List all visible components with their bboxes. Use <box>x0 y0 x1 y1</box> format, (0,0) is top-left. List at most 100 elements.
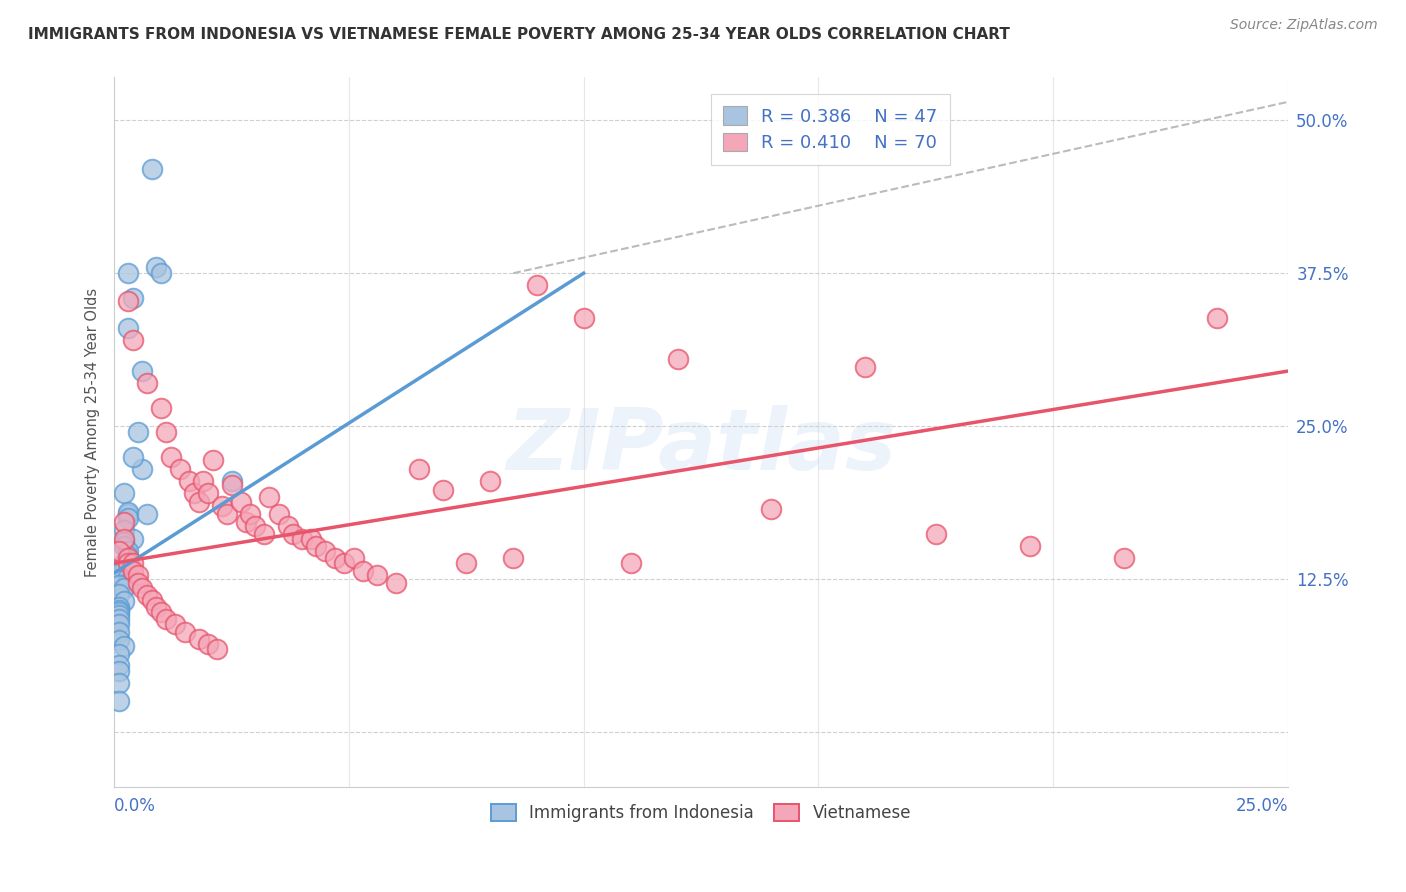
Point <box>108 624 131 639</box>
Point <box>456 556 478 570</box>
Point <box>117 554 139 568</box>
Point <box>169 462 191 476</box>
Point <box>305 539 328 553</box>
Point <box>314 544 336 558</box>
Point <box>108 587 131 601</box>
Point <box>1206 311 1229 326</box>
Point <box>127 568 149 582</box>
Point <box>853 360 876 375</box>
Point <box>333 556 356 570</box>
Point <box>112 559 135 574</box>
Point <box>253 526 276 541</box>
Point <box>215 508 238 522</box>
Point <box>141 593 163 607</box>
Point <box>117 511 139 525</box>
Point <box>122 556 145 570</box>
Point <box>229 495 252 509</box>
Point <box>666 351 689 366</box>
Point <box>127 575 149 590</box>
Point <box>145 600 167 615</box>
Point <box>112 515 135 529</box>
Text: IMMIGRANTS FROM INDONESIA VS VIETNAMESE FEMALE POVERTY AMONG 25-34 YEAR OLDS COR: IMMIGRANTS FROM INDONESIA VS VIETNAMESE … <box>28 27 1010 42</box>
Point <box>173 624 195 639</box>
Point <box>299 532 322 546</box>
Point <box>117 556 139 570</box>
Point <box>112 535 135 549</box>
Point <box>127 425 149 440</box>
Point <box>478 474 501 488</box>
Text: 25.0%: 25.0% <box>1236 797 1288 815</box>
Point <box>145 260 167 274</box>
Point <box>257 490 280 504</box>
Point <box>108 600 131 615</box>
Point <box>122 564 145 578</box>
Point <box>572 311 595 326</box>
Point <box>117 569 139 583</box>
Point <box>502 551 524 566</box>
Point <box>925 526 948 541</box>
Point <box>108 664 131 678</box>
Point <box>131 581 153 595</box>
Point <box>108 612 131 626</box>
Point <box>117 549 139 563</box>
Point <box>239 508 262 522</box>
Point <box>211 499 233 513</box>
Point <box>117 575 139 590</box>
Point <box>108 605 131 619</box>
Y-axis label: Female Poverty Among 25-34 Year Olds: Female Poverty Among 25-34 Year Olds <box>86 288 100 577</box>
Point <box>1112 551 1135 566</box>
Point <box>193 474 215 488</box>
Point <box>150 401 173 415</box>
Point <box>235 515 257 529</box>
Point <box>277 519 299 533</box>
Point <box>136 588 159 602</box>
Point <box>221 478 243 492</box>
Point <box>183 486 205 500</box>
Point <box>117 551 139 566</box>
Point <box>117 508 139 522</box>
Point <box>187 495 209 509</box>
Point <box>291 532 314 546</box>
Point <box>761 502 783 516</box>
Point <box>352 564 374 578</box>
Point <box>131 462 153 476</box>
Point <box>343 551 366 566</box>
Point <box>281 526 304 541</box>
Point <box>112 523 135 537</box>
Point <box>155 425 177 440</box>
Point <box>159 450 181 464</box>
Point <box>131 364 153 378</box>
Point <box>136 376 159 391</box>
Point <box>108 617 131 632</box>
Point <box>108 544 131 558</box>
Point <box>112 594 135 608</box>
Point <box>108 602 131 616</box>
Point <box>201 453 224 467</box>
Point <box>526 278 548 293</box>
Point <box>108 633 131 648</box>
Point <box>187 632 209 646</box>
Point <box>366 568 388 582</box>
Point <box>112 532 135 546</box>
Point <box>108 694 131 708</box>
Point <box>221 474 243 488</box>
Point <box>432 483 454 497</box>
Point <box>108 657 131 672</box>
Point <box>112 556 135 570</box>
Point <box>122 450 145 464</box>
Point <box>408 462 430 476</box>
Point <box>117 505 139 519</box>
Point <box>165 617 187 632</box>
Point <box>141 162 163 177</box>
Point <box>117 294 139 309</box>
Point <box>112 581 135 595</box>
Point <box>112 539 135 553</box>
Point <box>1018 539 1040 553</box>
Point <box>197 486 219 500</box>
Point <box>117 321 139 335</box>
Point <box>117 266 139 280</box>
Point <box>155 612 177 626</box>
Point <box>122 334 145 348</box>
Point <box>108 647 131 661</box>
Point <box>243 519 266 533</box>
